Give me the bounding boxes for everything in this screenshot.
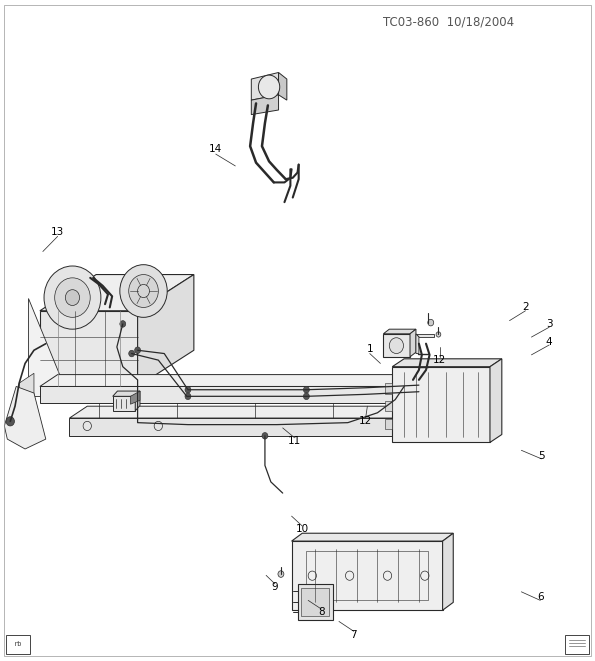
- Text: 2: 2: [522, 303, 529, 313]
- Circle shape: [65, 290, 80, 305]
- Text: 14: 14: [209, 145, 223, 155]
- Polygon shape: [392, 359, 502, 367]
- Polygon shape: [137, 274, 194, 387]
- Polygon shape: [431, 407, 449, 436]
- Circle shape: [129, 350, 134, 357]
- Polygon shape: [19, 373, 34, 412]
- Polygon shape: [383, 329, 416, 334]
- Circle shape: [278, 570, 284, 577]
- Polygon shape: [40, 387, 431, 403]
- Text: 6: 6: [537, 592, 544, 602]
- Circle shape: [416, 382, 422, 389]
- Polygon shape: [410, 329, 416, 357]
- Polygon shape: [40, 375, 449, 387]
- Circle shape: [120, 264, 167, 317]
- Polygon shape: [135, 391, 140, 410]
- Text: 1: 1: [367, 344, 373, 354]
- Polygon shape: [292, 533, 453, 541]
- Circle shape: [436, 332, 441, 337]
- Circle shape: [389, 338, 403, 354]
- Circle shape: [134, 347, 140, 354]
- Bar: [385, 418, 392, 429]
- Text: 12: 12: [433, 355, 446, 365]
- Polygon shape: [416, 334, 419, 354]
- Circle shape: [258, 75, 280, 98]
- Polygon shape: [28, 297, 64, 397]
- Polygon shape: [70, 418, 431, 436]
- Text: 3: 3: [546, 319, 553, 329]
- Circle shape: [428, 319, 434, 326]
- Circle shape: [262, 432, 268, 439]
- Circle shape: [55, 278, 90, 317]
- Circle shape: [303, 387, 309, 393]
- Polygon shape: [130, 391, 140, 405]
- Text: 8: 8: [318, 607, 324, 617]
- Bar: [6, 635, 30, 654]
- Circle shape: [120, 321, 126, 327]
- Circle shape: [303, 393, 309, 400]
- Bar: [385, 383, 392, 394]
- Circle shape: [185, 387, 191, 393]
- Polygon shape: [490, 359, 502, 442]
- Text: 10: 10: [296, 524, 309, 534]
- Bar: [385, 401, 392, 411]
- Polygon shape: [251, 73, 278, 100]
- Bar: [306, 551, 428, 600]
- Polygon shape: [278, 73, 287, 100]
- Text: 5: 5: [538, 451, 545, 461]
- Polygon shape: [298, 584, 333, 620]
- Text: 4: 4: [546, 337, 553, 347]
- Circle shape: [6, 416, 14, 426]
- Polygon shape: [443, 533, 453, 610]
- Circle shape: [416, 389, 422, 395]
- Polygon shape: [416, 334, 434, 337]
- Circle shape: [44, 266, 101, 329]
- Polygon shape: [392, 367, 490, 442]
- Text: 11: 11: [288, 436, 301, 446]
- Polygon shape: [4, 387, 46, 449]
- Polygon shape: [251, 95, 278, 114]
- Text: 7: 7: [350, 629, 357, 640]
- Polygon shape: [292, 541, 443, 610]
- Bar: [565, 635, 589, 654]
- Polygon shape: [40, 274, 194, 311]
- Polygon shape: [383, 334, 410, 357]
- Polygon shape: [112, 397, 135, 410]
- Polygon shape: [40, 311, 137, 387]
- Polygon shape: [70, 407, 449, 418]
- Text: 13: 13: [51, 227, 64, 237]
- Circle shape: [129, 274, 158, 307]
- Circle shape: [185, 393, 191, 400]
- Polygon shape: [301, 588, 330, 616]
- Text: 12: 12: [359, 416, 372, 426]
- Text: TC03-860  10/18/2004: TC03-860 10/18/2004: [383, 16, 514, 29]
- Polygon shape: [431, 375, 449, 403]
- Text: 9: 9: [272, 582, 278, 592]
- Polygon shape: [112, 391, 140, 397]
- Text: rb: rb: [14, 641, 22, 648]
